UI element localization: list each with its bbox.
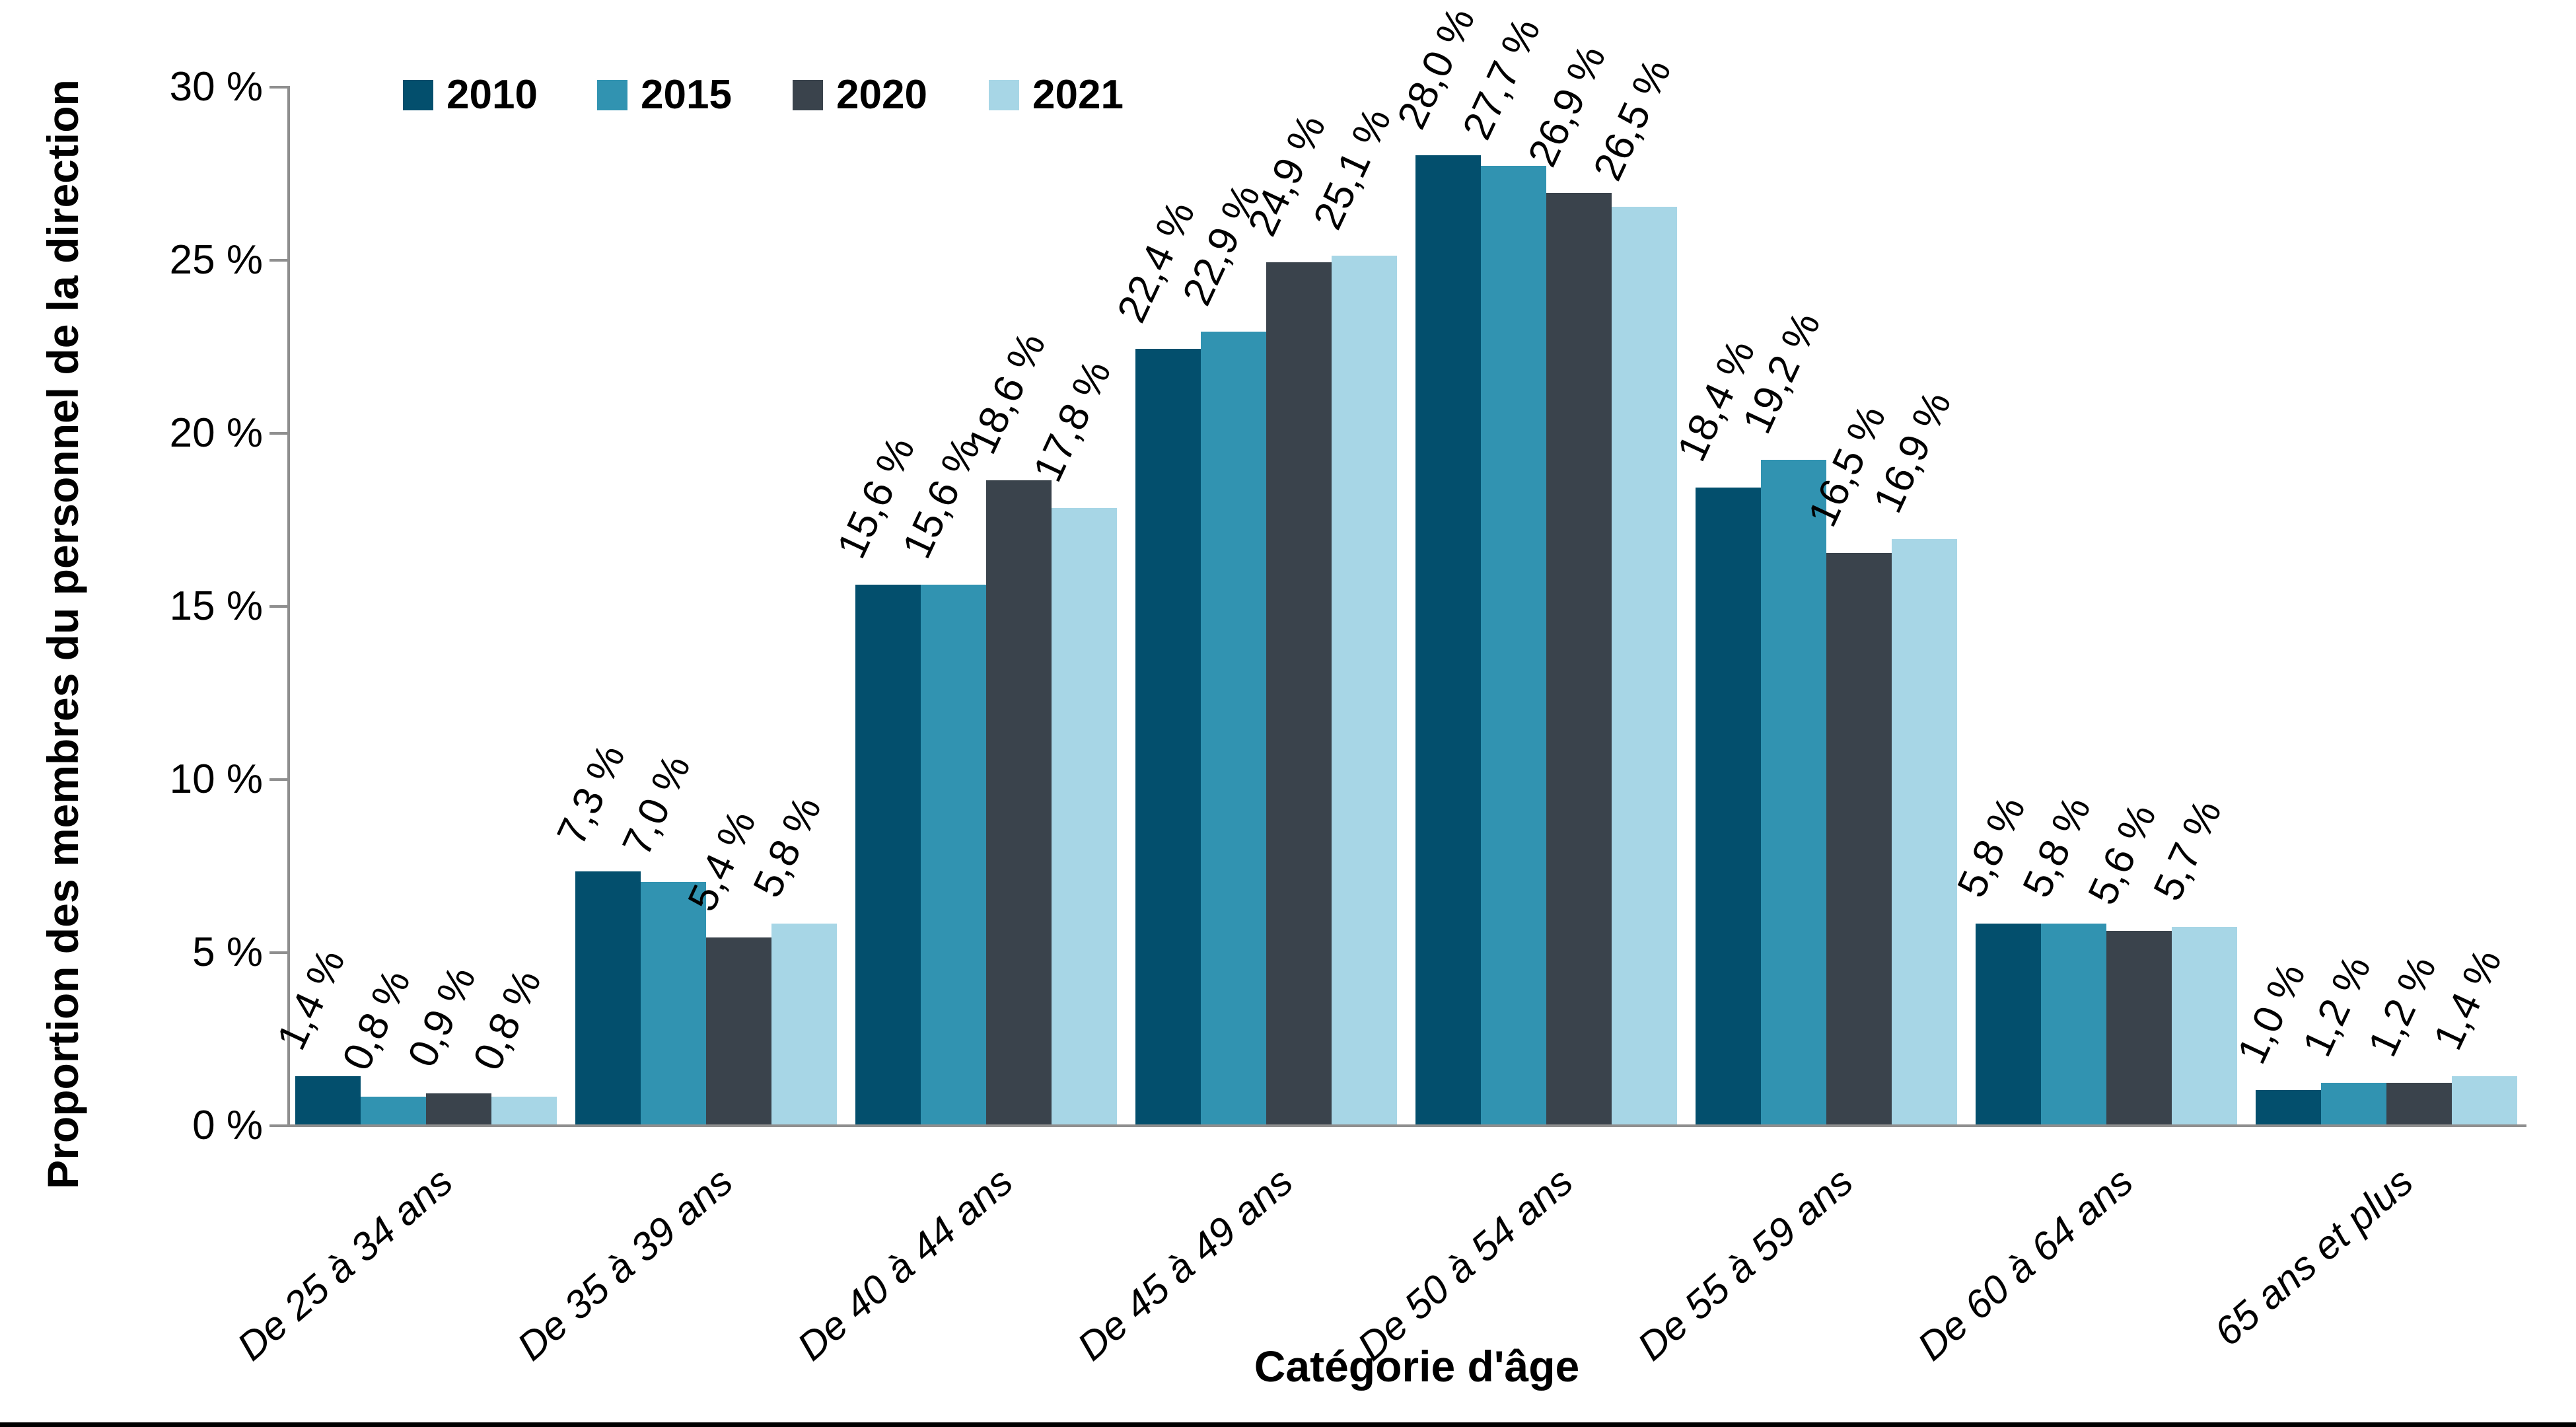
bar-2021-3: [1052, 508, 1117, 1124]
bar-2020-2: [706, 937, 771, 1124]
legend-swatch-2020: [793, 80, 823, 110]
bar-2021-5: [1612, 207, 1677, 1124]
y-tick-label: 20 %: [169, 410, 263, 456]
y-axis-tick: [269, 259, 288, 262]
bar-2020-1: [426, 1093, 491, 1124]
bar-2010-7: [1976, 924, 2041, 1124]
legend-item-2021: 2021: [989, 75, 1124, 116]
bar-2010-3: [855, 585, 921, 1124]
y-tick-label: 30 %: [169, 64, 263, 110]
legend-item-2020: 2020: [793, 75, 927, 116]
bar-2010-8: [2256, 1090, 2321, 1124]
legend-label-2021: 2021: [1032, 72, 1124, 118]
y-axis-line: [287, 86, 290, 1127]
data-label-2020-2: 5,4 %: [679, 803, 765, 918]
legend-label-2010: 2010: [447, 72, 538, 118]
y-axis-tick: [269, 432, 288, 435]
data-label-2010-8: 1,0 %: [2229, 956, 2314, 1071]
y-tick-label: 0 %: [192, 1103, 263, 1148]
bar-2010-2: [575, 871, 641, 1124]
bar-2015-2: [641, 882, 706, 1124]
legend-swatch-2010: [403, 80, 433, 110]
bar-2021-4: [1332, 256, 1397, 1124]
bar-2015-4: [1201, 332, 1266, 1124]
bar-2010-4: [1135, 349, 1201, 1124]
data-label-2021-2: 5,8 %: [744, 789, 830, 904]
legend-swatch-2021: [989, 80, 1019, 110]
y-tick-label: 10 %: [169, 756, 263, 802]
bar-2015-7: [2041, 924, 2106, 1124]
bar-2015-1: [361, 1097, 426, 1124]
x-axis-title: Catégorie d'âge: [1254, 1342, 1580, 1391]
bar-2021-8: [2452, 1076, 2517, 1124]
bar-2020-6: [1826, 553, 1892, 1124]
legend-item-2015: 2015: [597, 75, 732, 116]
y-tick-label: 15 %: [169, 583, 263, 629]
data-label-2021-6: 16,9 %: [1865, 384, 1960, 520]
x-category-label: De 50 à 54 ans: [1349, 1159, 1581, 1370]
x-category-label: De 45 à 49 ans: [1069, 1159, 1301, 1370]
bar-2020-3: [986, 480, 1052, 1124]
bar-2021-2: [771, 924, 837, 1124]
x-category-label: De 35 à 39 ans: [509, 1159, 741, 1370]
y-tick-label: 25 %: [169, 237, 263, 283]
x-category-label: De 25 à 34 ans: [229, 1159, 461, 1370]
y-axis-tick: [269, 86, 288, 89]
y-axis-tick: [269, 1124, 288, 1127]
bar-2010-1: [295, 1076, 361, 1124]
bar-2020-4: [1266, 262, 1332, 1124]
legend-label-2015: 2015: [641, 72, 732, 118]
x-axis-line: [287, 1124, 2526, 1127]
y-axis-tick: [269, 778, 288, 781]
data-label-2021-7: 5,7 %: [2145, 793, 2231, 908]
figure-bottom-rule: [0, 1422, 2576, 1427]
x-category-label: 65 ans et plus: [2205, 1159, 2421, 1355]
data-label-2010-1: 1,4 %: [268, 942, 354, 1057]
legend-item-2010: 2010: [403, 75, 538, 116]
bar-2015-5: [1481, 166, 1546, 1124]
bar-2010-6: [1696, 488, 1761, 1124]
bar-2021-7: [2172, 927, 2237, 1124]
bar-2015-8: [2321, 1083, 2386, 1124]
data-label-2021-8: 1,4 %: [2425, 942, 2511, 1057]
legend-label-2020: 2020: [836, 72, 927, 118]
bar-2015-3: [921, 585, 986, 1124]
bar-2020-8: [2386, 1083, 2452, 1124]
bar-2015-6: [1761, 460, 1826, 1124]
x-category-label: De 55 à 59 ans: [1629, 1159, 1861, 1370]
y-axis-tick: [269, 605, 288, 608]
data-label-2015-1: 0,8 %: [334, 963, 419, 1078]
bar-2021-6: [1892, 539, 1957, 1124]
y-axis-title: Proportion des membres du personnel de l…: [38, 79, 87, 1189]
bar-2010-5: [1415, 155, 1481, 1124]
x-category-label: De 40 à 44 ans: [789, 1159, 1021, 1370]
y-tick-label: 5 %: [192, 930, 263, 975]
x-category-label: De 60 à 64 ans: [1909, 1159, 2141, 1370]
bar-2020-5: [1546, 193, 1612, 1124]
y-axis-tick: [269, 951, 288, 954]
bar-2020-7: [2106, 931, 2172, 1124]
bar-2021-1: [491, 1097, 557, 1124]
legend-swatch-2015: [597, 80, 627, 110]
